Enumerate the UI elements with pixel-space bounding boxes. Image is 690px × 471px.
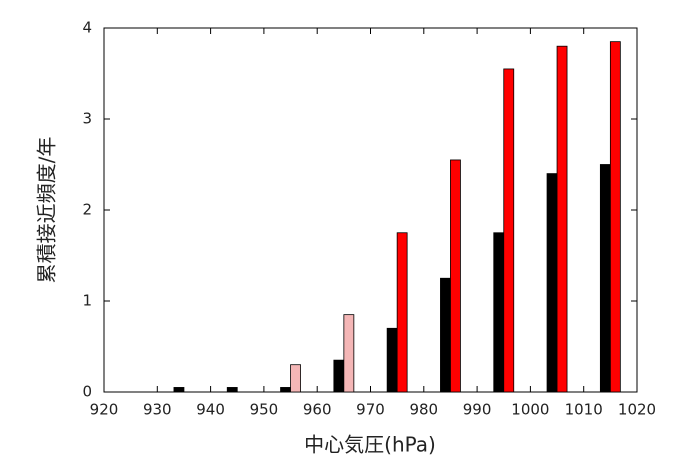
x-tick-label: 930 <box>143 401 172 419</box>
bar <box>440 277 451 393</box>
x-tick-label: 1000 <box>511 401 549 419</box>
bar <box>343 314 355 393</box>
bar <box>226 387 238 393</box>
bar <box>556 45 568 393</box>
bar <box>290 364 301 393</box>
x-tick-label: 920 <box>90 401 119 419</box>
x-tick-label: 940 <box>196 401 225 419</box>
bar <box>503 68 515 393</box>
y-tick-label: 2 <box>82 201 92 219</box>
y-tick-label: 3 <box>82 110 92 128</box>
y-tick-label: 1 <box>82 292 92 310</box>
x-tick-label: 960 <box>303 401 332 419</box>
x-tick-label: 1020 <box>618 401 656 419</box>
x-tick-label: 1010 <box>565 401 603 419</box>
y-tick-label: 0 <box>82 383 92 401</box>
bar <box>599 164 611 393</box>
bar <box>333 359 345 393</box>
bar <box>280 387 291 393</box>
bar <box>493 232 505 393</box>
bar <box>386 327 398 393</box>
bar <box>396 232 408 393</box>
bar <box>546 173 558 393</box>
bar <box>450 159 461 393</box>
y-axis-title: 累積接近頻度/年 <box>35 137 59 284</box>
x-tick-label: 990 <box>463 401 492 419</box>
x-tick-label: 970 <box>356 401 385 419</box>
x-axis-title: 中心気圧(hPa) <box>304 433 436 457</box>
x-tick-label: 950 <box>250 401 279 419</box>
x-tick-label: 980 <box>409 401 438 419</box>
bar <box>173 387 185 393</box>
y-tick-label: 4 <box>82 19 92 37</box>
bar <box>609 41 621 393</box>
